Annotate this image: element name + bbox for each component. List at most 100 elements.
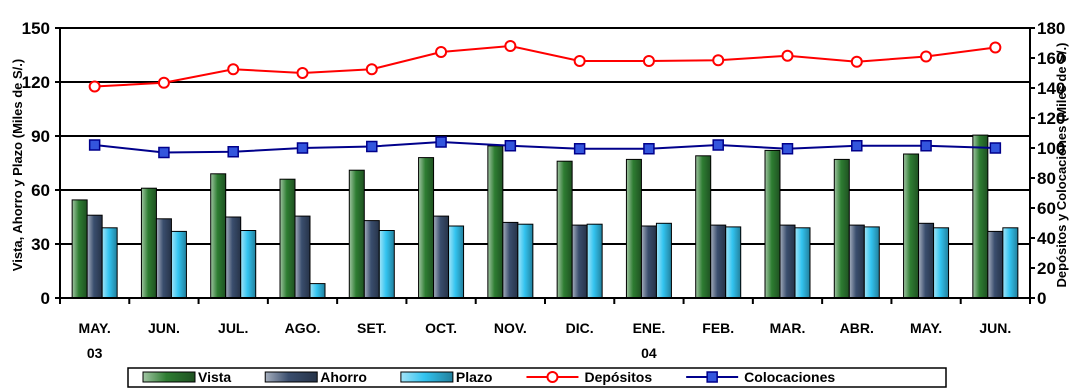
- bar-plazo: [725, 226, 742, 299]
- line-series: [88, 40, 1002, 159]
- bar-plazo: [586, 223, 603, 299]
- bar-vista: [903, 153, 920, 299]
- bar-vista: [71, 199, 88, 299]
- bar-ahorro: [779, 224, 796, 299]
- point-depositos: [227, 63, 240, 76]
- y-tick-label-left: 120: [22, 73, 50, 92]
- point-colocaciones: [643, 143, 655, 155]
- x-tick-label: MAY.: [79, 320, 111, 336]
- bar-plazo: [240, 230, 257, 299]
- bar-ahorro: [294, 215, 311, 299]
- bar-plazo: [101, 227, 118, 299]
- bar-ahorro: [363, 220, 380, 299]
- y-tick-label-left: 90: [31, 127, 50, 146]
- point-colocaciones: [227, 146, 239, 158]
- y-axis-label-left: Vista, Ahorro y Plazo (Miles de S/.): [10, 59, 25, 271]
- point-depositos: [296, 67, 309, 79]
- point-depositos: [573, 55, 586, 67]
- legend-label: Colocaciones: [744, 369, 835, 385]
- bar-plazo: [933, 227, 950, 299]
- point-depositos: [365, 63, 378, 76]
- legend-swatch-ahorro: [264, 371, 318, 383]
- point-depositos: [989, 41, 1002, 54]
- x-tick-label: JUN.: [148, 320, 180, 336]
- bar-ahorro: [155, 218, 172, 299]
- bar-ahorro: [640, 225, 657, 299]
- bar-plazo: [378, 230, 395, 299]
- legend-label: Vista: [198, 369, 231, 385]
- bar-vista: [972, 134, 989, 299]
- legend: Vista Ahorro Plazo Depósitos Colocaciones: [127, 367, 947, 388]
- y-tick-label-left: 30: [31, 235, 50, 254]
- bar-plazo: [1002, 227, 1019, 299]
- y-tick-label-right: 0: [1037, 289, 1046, 308]
- bar-plazo: [794, 227, 811, 299]
- legend-marker-colocaciones: [706, 371, 718, 383]
- point-colocaciones: [989, 142, 1002, 154]
- bar-vista: [279, 178, 296, 299]
- point-colocaciones: [88, 139, 101, 151]
- y-tick-label-right: 140: [1037, 79, 1065, 98]
- bar-vista: [348, 169, 365, 299]
- bar-vista: [210, 173, 227, 299]
- bar-ahorro: [225, 216, 242, 299]
- bar-plazo: [517, 223, 534, 299]
- point-colocaciones: [158, 146, 170, 159]
- x-tick-label: MAR.: [770, 320, 806, 336]
- point-colocaciones: [366, 140, 378, 153]
- point-depositos: [435, 46, 448, 58]
- bar-vista: [764, 149, 781, 299]
- bar-ahorro: [848, 224, 865, 299]
- y-tick-label-right: 160: [1037, 49, 1065, 68]
- bar-ahorro: [433, 215, 450, 299]
- x-tick-label: OCT.: [425, 320, 457, 336]
- point-depositos: [712, 54, 725, 67]
- x-tick-label: NOV.: [494, 320, 527, 336]
- x-tick-label: MAY.: [910, 320, 942, 336]
- legend-swatch-plazo: [400, 371, 454, 383]
- x-tick-label: ABR.: [840, 320, 874, 336]
- y-tick-label-right: 100: [1037, 139, 1065, 158]
- bar-ahorro: [502, 221, 519, 299]
- point-depositos: [157, 76, 170, 89]
- bar-vista: [695, 155, 712, 299]
- legend-marker-depositos: [546, 371, 559, 383]
- y-tick-label-right: 60: [1037, 199, 1056, 218]
- legend-label: Depósitos: [584, 369, 652, 385]
- y-tick-label-left: 60: [31, 181, 50, 200]
- point-colocaciones: [435, 136, 447, 148]
- legend-label: Ahorro: [320, 369, 367, 385]
- point-colocaciones: [712, 139, 724, 151]
- x-tick-label: SET.: [357, 320, 387, 336]
- point-colocaciones: [851, 140, 863, 152]
- point-depositos: [781, 49, 794, 62]
- bar-vista: [556, 160, 573, 299]
- y-tick-label-left: 150: [22, 19, 50, 38]
- legend-swatch-vista: [142, 371, 196, 383]
- x-tick-label-year: 03: [87, 345, 103, 361]
- bar-vista: [418, 157, 435, 299]
- bar-ahorro: [571, 224, 588, 299]
- y-tick-label-right: 20: [1037, 259, 1056, 278]
- bar-plazo: [309, 283, 326, 299]
- tick-labels: 0 30 60 90 120 150 0 20 40 60 80 100 120 140 160 180: [22, 19, 1066, 308]
- point-colocaciones: [296, 142, 309, 154]
- x-tick-label: FEB.: [702, 320, 734, 336]
- bars: [71, 134, 1019, 299]
- point-colocaciones: [504, 140, 517, 152]
- line-colocaciones: [94, 140, 996, 154]
- bar-ahorro: [86, 214, 103, 299]
- bar-vista: [625, 158, 642, 299]
- bar-plazo: [170, 230, 187, 299]
- y-tick-label-left: 0: [41, 289, 50, 308]
- category-labels: MAY. 03 JUN. JUL. AGO. SET. OCT. NOV. DIC. ENE. 04…: [79, 320, 1012, 361]
- x-tick-label: ENE.: [633, 320, 666, 336]
- bar-vista: [140, 187, 157, 299]
- y-tick-label-right: 80: [1037, 169, 1056, 188]
- point-depositos: [504, 40, 517, 52]
- bar-vista: [833, 158, 850, 299]
- point-depositos: [88, 80, 101, 93]
- bar-plazo: [448, 225, 465, 299]
- line-depositos: [94, 44, 996, 88]
